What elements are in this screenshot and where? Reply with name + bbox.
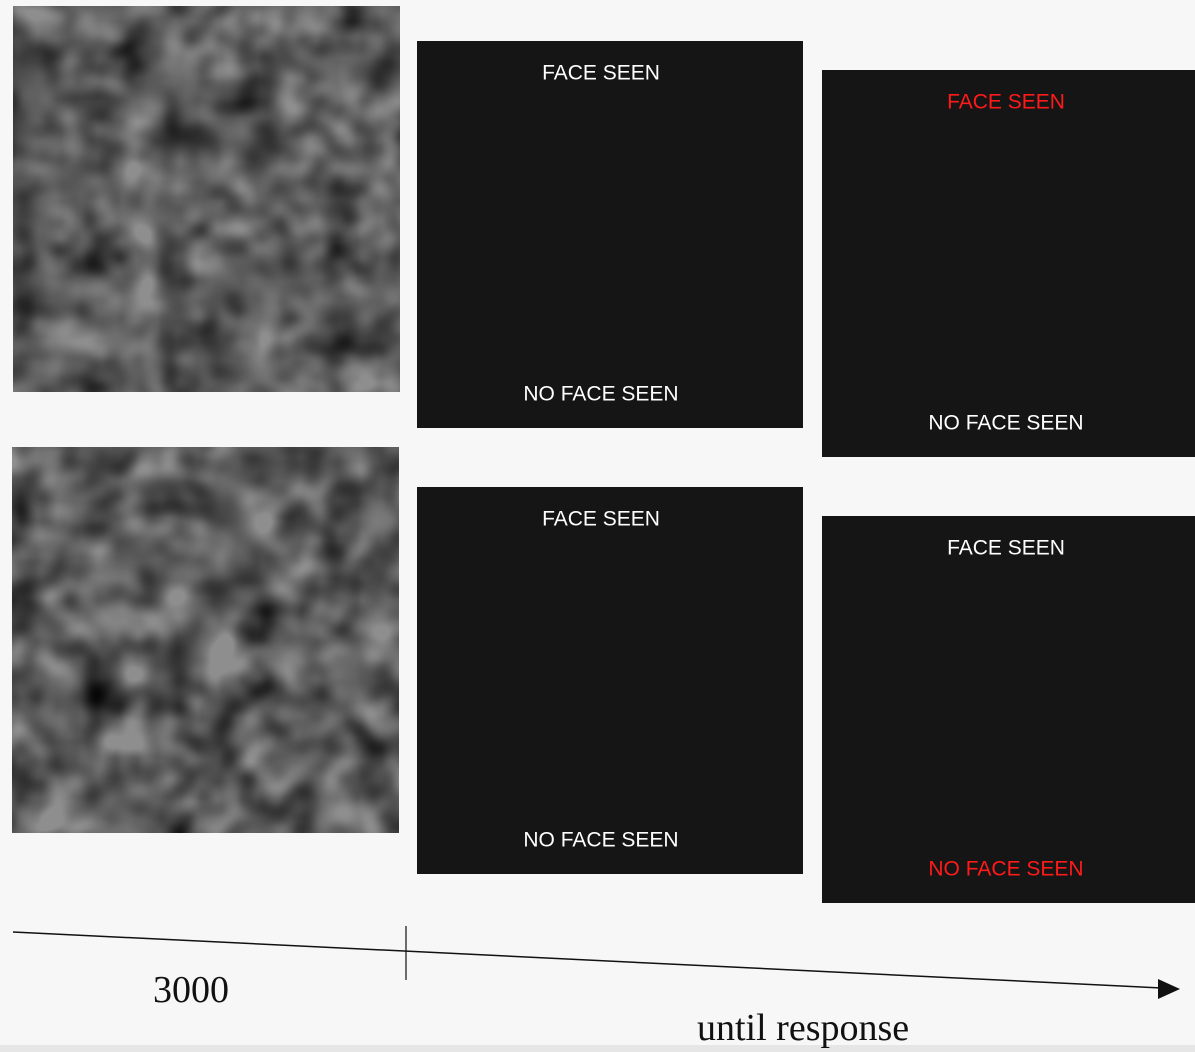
option-label: NO FACE SEEN — [523, 829, 678, 852]
noise-stimulus — [13, 6, 400, 392]
response-screen — [822, 70, 1195, 457]
timeline-arrow — [1158, 979, 1180, 999]
option-label: NO FACE SEEN — [928, 412, 1083, 435]
duration-label: until response — [697, 1007, 909, 1049]
duration-label: 3000 — [153, 969, 229, 1011]
option-label: FACE SEEN — [947, 91, 1065, 114]
option-label: FACE SEEN — [542, 62, 660, 85]
response-screen — [822, 516, 1195, 903]
response-screen — [417, 41, 803, 428]
option-label: FACE SEEN — [947, 537, 1065, 560]
option-label: NO FACE SEEN — [928, 858, 1083, 881]
option-label: NO FACE SEEN — [523, 383, 678, 406]
diagram: FACE SEEN NO FACE SEEN FACE SEEN NO FACE… — [0, 0, 1195, 1052]
bottom-strip — [0, 1045, 1195, 1052]
noise-stimulus — [12, 447, 399, 833]
option-label: FACE SEEN — [542, 508, 660, 531]
response-screen — [417, 487, 803, 874]
